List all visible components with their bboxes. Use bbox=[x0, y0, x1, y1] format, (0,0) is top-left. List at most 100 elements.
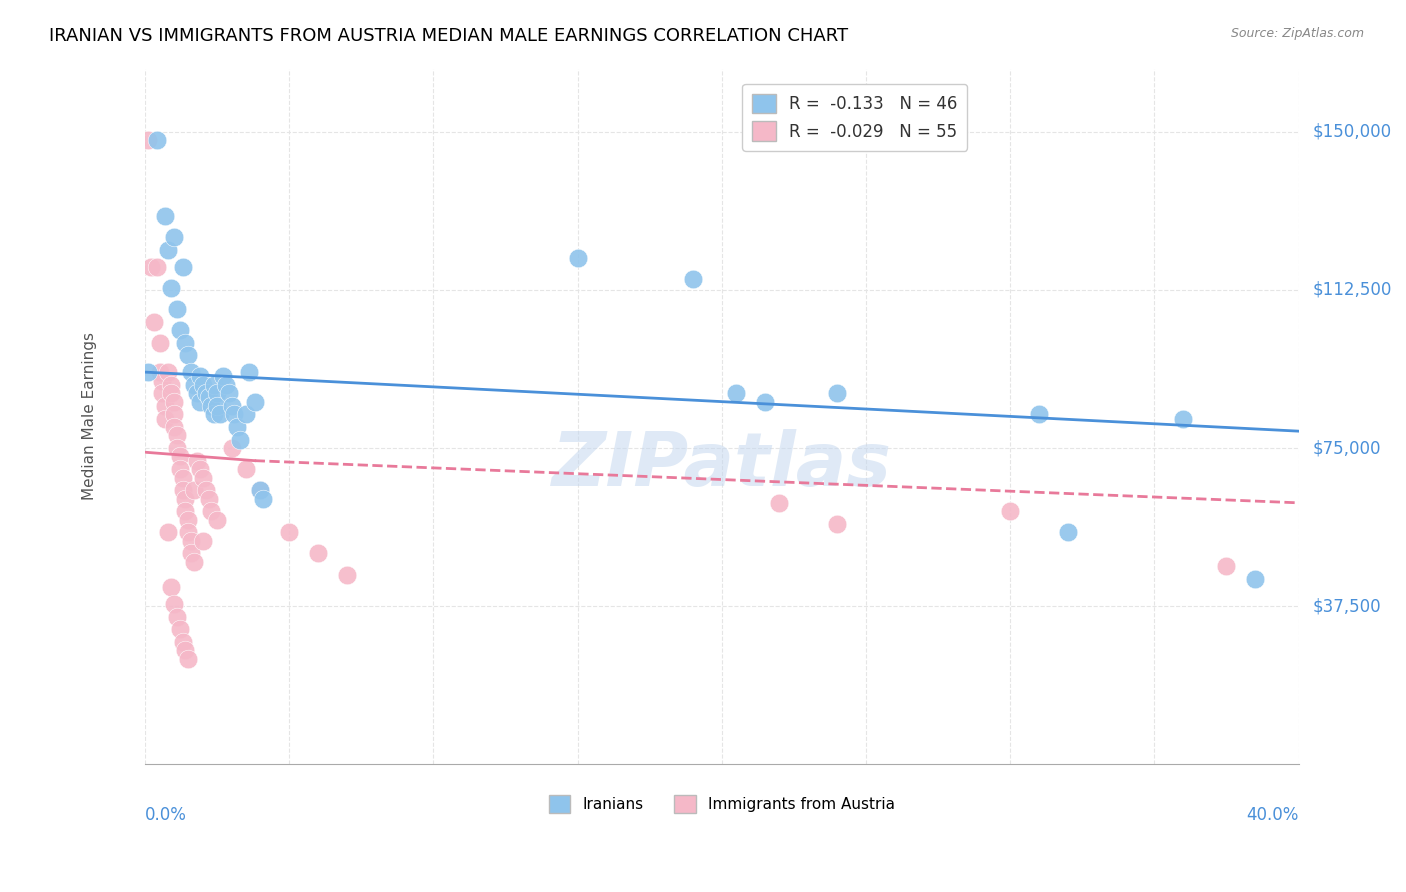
Point bbox=[155, 209, 177, 223]
Point bbox=[155, 399, 177, 413]
Point bbox=[163, 230, 186, 244]
Point bbox=[152, 386, 174, 401]
Point bbox=[200, 399, 222, 413]
Point bbox=[160, 580, 183, 594]
Text: 40.0%: 40.0% bbox=[1246, 806, 1299, 824]
Point bbox=[160, 281, 183, 295]
Point bbox=[148, 365, 170, 379]
Point bbox=[725, 386, 748, 401]
Point bbox=[307, 546, 329, 560]
Point bbox=[157, 243, 180, 257]
Point bbox=[202, 407, 225, 421]
Legend: Iranians, Immigrants from Austria: Iranians, Immigrants from Austria bbox=[543, 789, 901, 819]
Point bbox=[136, 365, 159, 379]
Point bbox=[160, 386, 183, 401]
Point bbox=[205, 399, 228, 413]
Point bbox=[226, 420, 249, 434]
Point bbox=[155, 411, 177, 425]
Point bbox=[186, 386, 208, 401]
Text: $37,500: $37,500 bbox=[1312, 597, 1381, 615]
Text: 0.0%: 0.0% bbox=[145, 806, 187, 824]
Point bbox=[249, 483, 271, 498]
Point bbox=[1244, 572, 1267, 586]
Point bbox=[212, 369, 235, 384]
Text: ZIPatlas: ZIPatlas bbox=[551, 428, 891, 501]
Point bbox=[191, 470, 214, 484]
Point bbox=[1028, 407, 1050, 421]
Point bbox=[249, 483, 271, 498]
Point bbox=[188, 394, 211, 409]
Point bbox=[136, 133, 159, 147]
Point bbox=[183, 483, 205, 498]
Point bbox=[209, 407, 232, 421]
Point bbox=[177, 348, 200, 362]
Point bbox=[172, 470, 194, 484]
Point bbox=[186, 453, 208, 467]
Point bbox=[169, 623, 191, 637]
Point bbox=[157, 365, 180, 379]
Point bbox=[174, 335, 197, 350]
Point bbox=[768, 496, 790, 510]
Point bbox=[174, 491, 197, 506]
Point bbox=[754, 394, 776, 409]
Point bbox=[172, 635, 194, 649]
Point bbox=[180, 533, 202, 548]
Text: $112,500: $112,500 bbox=[1312, 281, 1392, 299]
Point bbox=[194, 386, 217, 401]
Point bbox=[163, 597, 186, 611]
Point bbox=[163, 420, 186, 434]
Point bbox=[825, 516, 848, 531]
Point bbox=[567, 252, 589, 266]
Point bbox=[336, 567, 359, 582]
Text: Median Male Earnings: Median Male Earnings bbox=[82, 333, 97, 500]
Point bbox=[166, 428, 188, 442]
Point bbox=[172, 483, 194, 498]
Point bbox=[235, 462, 257, 476]
Point bbox=[825, 386, 848, 401]
Point bbox=[200, 504, 222, 518]
Text: Source: ZipAtlas.com: Source: ZipAtlas.com bbox=[1230, 27, 1364, 40]
Point bbox=[183, 555, 205, 569]
Point bbox=[152, 374, 174, 388]
Text: $150,000: $150,000 bbox=[1312, 123, 1392, 141]
Point bbox=[148, 335, 170, 350]
Point bbox=[169, 323, 191, 337]
Point bbox=[166, 301, 188, 316]
Point bbox=[163, 407, 186, 421]
Point bbox=[197, 491, 219, 506]
Point bbox=[218, 386, 240, 401]
Point bbox=[205, 386, 228, 401]
Point bbox=[180, 546, 202, 560]
Point bbox=[145, 260, 167, 274]
Point bbox=[224, 407, 246, 421]
Point bbox=[169, 462, 191, 476]
Point bbox=[191, 533, 214, 548]
Point bbox=[235, 407, 257, 421]
Point bbox=[177, 513, 200, 527]
Point bbox=[1173, 411, 1195, 425]
Point bbox=[174, 643, 197, 657]
Point bbox=[169, 450, 191, 464]
Point bbox=[278, 525, 301, 540]
Point bbox=[682, 272, 704, 286]
Point bbox=[180, 365, 202, 379]
Point bbox=[160, 377, 183, 392]
Point bbox=[205, 513, 228, 527]
Point bbox=[183, 377, 205, 392]
Point bbox=[998, 504, 1021, 518]
Point bbox=[238, 365, 260, 379]
Point bbox=[157, 525, 180, 540]
Point bbox=[145, 133, 167, 147]
Text: $75,000: $75,000 bbox=[1312, 439, 1381, 457]
Point bbox=[166, 441, 188, 455]
Point bbox=[229, 433, 252, 447]
Point bbox=[177, 652, 200, 666]
Point bbox=[197, 391, 219, 405]
Point bbox=[191, 377, 214, 392]
Point bbox=[221, 441, 243, 455]
Point bbox=[174, 504, 197, 518]
Point bbox=[142, 314, 165, 328]
Point bbox=[194, 483, 217, 498]
Point bbox=[188, 462, 211, 476]
Point bbox=[188, 369, 211, 384]
